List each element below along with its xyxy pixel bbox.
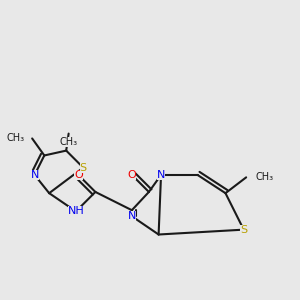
Text: CH₃: CH₃: [7, 134, 25, 143]
Text: N: N: [30, 170, 39, 180]
Text: NH: NH: [68, 206, 84, 216]
Text: S: S: [240, 225, 247, 235]
Text: N: N: [128, 211, 136, 221]
Text: N: N: [157, 170, 165, 180]
Text: S: S: [80, 163, 87, 172]
Text: O: O: [74, 170, 83, 180]
Text: CH₃: CH₃: [255, 172, 273, 182]
Text: O: O: [128, 170, 136, 180]
Text: CH₃: CH₃: [60, 137, 78, 147]
